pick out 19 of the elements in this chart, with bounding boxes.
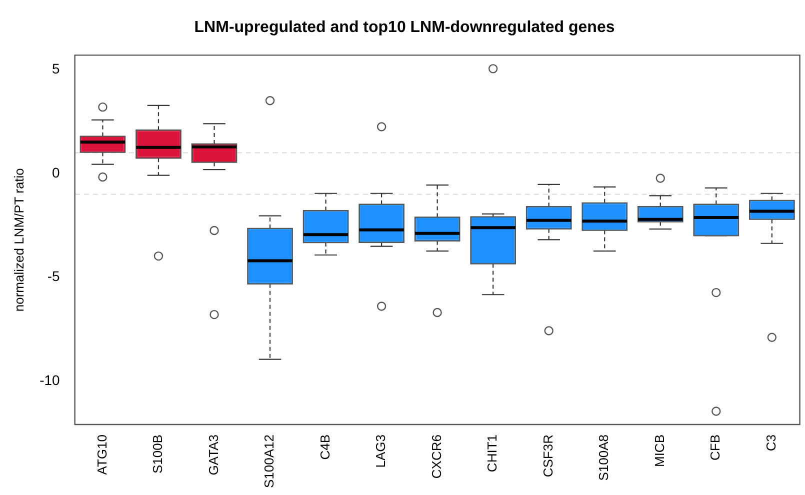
x-tick-label: CFB [708,434,723,461]
x-tick-label: LAG3 [373,434,388,468]
y-axis-title: normalized LNM/PT ratio [11,168,26,312]
y-tick-label: 0 [52,164,60,180]
x-tick-label: C4B [317,434,332,460]
x-tick-label: S100A8 [596,434,612,481]
x-tick-label: C3 [763,434,778,452]
x-tick-label: MICB [652,434,667,468]
y-tick-label: 5 [52,60,60,77]
x-tick-label: S100A12 [262,434,277,488]
x-tick-label: ATG10 [94,434,110,475]
y-tick-label: -5 [47,268,60,284]
x-tick-label: CSF3R [540,434,556,478]
y-tick-label: -10 [40,372,60,388]
chart-title: LNM-upregulated and top10 LNM-downregulated genes [194,19,615,36]
x-tick-label: CXCR6 [428,434,444,479]
x-tick-label: S100B [150,434,166,474]
x-tick-label: GATA3 [206,434,221,476]
x-tick-label: CHIT1 [484,434,500,472]
